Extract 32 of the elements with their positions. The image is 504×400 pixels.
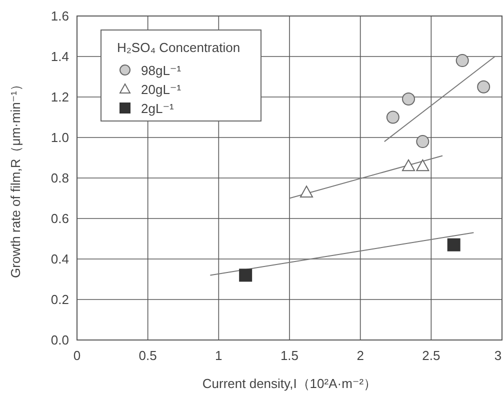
legend-label: 20gL⁻¹ — [141, 82, 182, 97]
y-tick-label: 0.4 — [50, 252, 69, 266]
point — [416, 159, 430, 172]
y-tick-label: 1.4 — [50, 49, 69, 64]
point — [386, 110, 400, 124]
y-tick-label: 0.6 — [50, 211, 69, 226]
y-tick-label: 0.2 — [50, 292, 69, 307]
y-tick-label: 1.0 — [50, 130, 69, 145]
x-tick-label: 0.5 — [138, 348, 157, 363]
point — [477, 80, 490, 94]
legend-title: H₂SO₄ Concentration — [117, 40, 240, 55]
y-tick-label: 1.6 — [50, 8, 69, 24]
point — [402, 159, 415, 172]
point — [402, 92, 415, 106]
legend-label: 2gL⁻¹ — [141, 101, 175, 116]
legend-label: 98gL⁻¹ — [141, 63, 182, 78]
point — [447, 238, 460, 252]
y-tick-label: 1.2 — [50, 90, 69, 104]
x-tick-label: 2.5 — [422, 348, 440, 363]
x-tick-label: 2 — [356, 348, 364, 363]
point — [239, 268, 252, 282]
x-tick-label: 1.5 — [280, 348, 299, 363]
x-tick-label: 0 — [73, 348, 81, 363]
point — [456, 54, 469, 68]
point — [300, 186, 313, 198]
x-tick-label: 3 — [494, 348, 502, 363]
y-axis-title: Growth rate of film,R（μm·min⁻¹） — [8, 78, 23, 278]
y-tick-label: 0.0 — [50, 332, 69, 348]
y-tick-label: 0.8 — [50, 170, 69, 186]
x-axis-title: Current density,I（10²A·m⁻²） — [202, 376, 377, 391]
point — [416, 135, 430, 148]
x-tick-label: 1 — [215, 348, 222, 363]
